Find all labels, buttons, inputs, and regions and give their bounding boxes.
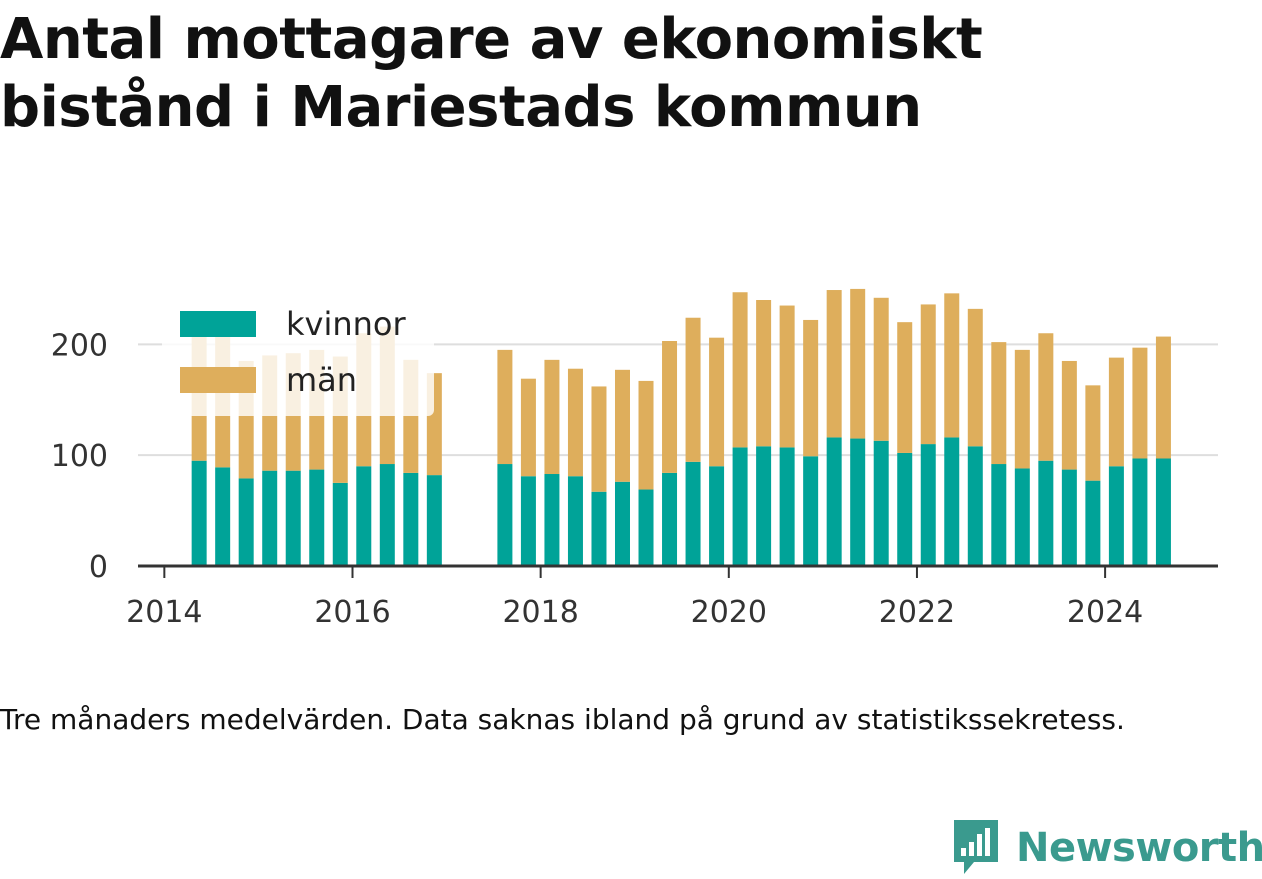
bar-kvinnor: [332, 482, 348, 566]
bar-kvinnor: [356, 466, 372, 566]
bar-kvinnor: [1014, 468, 1030, 566]
x-tick-label: 2020: [691, 595, 767, 630]
bar-kvinnor: [544, 474, 560, 566]
bar-kvinnor: [967, 446, 983, 566]
bar-man: [1014, 349, 1030, 469]
y-tick-label: 0: [89, 550, 108, 585]
bar-kvinnor: [709, 466, 725, 566]
bar-man: [1155, 336, 1171, 459]
bar-kvinnor: [873, 440, 889, 566]
x-tick-label: 2022: [879, 595, 955, 630]
bar-kvinnor: [1038, 460, 1054, 566]
bar-man: [685, 317, 701, 462]
bar-kvinnor: [1061, 469, 1077, 566]
bar-man: [544, 359, 560, 475]
bar-kvinnor: [826, 437, 842, 566]
x-tick-label: 2018: [502, 595, 578, 630]
bar-kvinnor: [779, 447, 795, 566]
bar-kvinnor: [497, 464, 513, 566]
legend: kvinnor män: [162, 300, 434, 416]
bar-man: [567, 368, 583, 477]
chart-title: Antal mottagare av ekonomiskt bistånd i …: [0, 7, 983, 140]
bar-man: [638, 380, 654, 490]
bar-kvinnor: [567, 476, 583, 566]
bar-man: [1085, 385, 1101, 481]
bar-kvinnor: [897, 452, 913, 566]
newsworthy-chart-logo-icon: [954, 820, 998, 874]
legend-swatch: [180, 311, 256, 337]
brand-name: Newsworthy: [1016, 825, 1262, 871]
bar-kvinnor: [944, 437, 960, 566]
bar-kvinnor: [991, 464, 1007, 566]
bar-man: [850, 288, 866, 439]
bar-man: [897, 322, 913, 453]
bar-man: [662, 341, 678, 473]
bar-kvinnor: [262, 470, 278, 566]
bar-kvinnor: [732, 447, 748, 566]
bar-kvinnor: [591, 491, 607, 566]
axes: 0 100 200 2014 2016 2018 2020 2022 2024: [51, 328, 1218, 630]
bar-kvinnor: [309, 469, 325, 566]
legend-swatch: [180, 367, 256, 393]
bar-man: [967, 308, 983, 447]
x-tick-label: 2024: [1067, 595, 1143, 630]
bar-man: [873, 297, 889, 441]
bar-kvinnor: [1155, 458, 1171, 566]
bar-kvinnor: [1085, 480, 1101, 566]
stacked-bar-chart: kvinnor män 0 100 200 2014 2016 2018 2020 2022 20…: [51, 288, 1218, 630]
bar-man: [1108, 357, 1124, 467]
bar-man: [591, 386, 607, 492]
bar-kvinnor: [638, 489, 654, 566]
bar-man: [944, 293, 960, 438]
y-tick-label: 100: [51, 439, 108, 474]
bar-kvinnor: [685, 461, 701, 566]
bar-man: [779, 305, 795, 448]
legend-label: kvinnor: [286, 305, 407, 343]
bar-kvinnor: [662, 472, 678, 566]
bar-kvinnor: [285, 470, 301, 566]
bar-man: [826, 290, 842, 438]
bar-man: [497, 349, 513, 465]
bar-kvinnor: [756, 446, 772, 566]
bar-man: [1038, 333, 1054, 461]
chart-caption: Tre månaders medelvärden. Data saknas ib…: [0, 703, 1125, 736]
x-tick-label: 2016: [314, 595, 390, 630]
bar-kvinnor: [1108, 466, 1124, 566]
bar-kvinnor: [238, 478, 254, 566]
bar-man: [1061, 360, 1077, 470]
legend-label: män: [286, 361, 357, 399]
bar-kvinnor: [850, 438, 866, 566]
x-tick-label: 2014: [126, 595, 202, 630]
bar-kvinnor: [379, 464, 395, 566]
bar-kvinnor: [803, 456, 819, 566]
bars: [191, 288, 1171, 566]
bar-kvinnor: [191, 460, 207, 566]
y-tick-label: 200: [51, 328, 108, 363]
bar-kvinnor: [1132, 458, 1148, 566]
bar-kvinnor: [920, 444, 936, 566]
bar-kvinnor: [215, 467, 231, 566]
bar-kvinnor: [520, 476, 536, 566]
bar-man: [756, 300, 772, 447]
bar-man: [709, 337, 725, 467]
bar-man: [991, 342, 1007, 465]
bar-man: [520, 378, 536, 477]
newsworthy-brand: Newsworthy: [952, 818, 1262, 878]
bar-man: [614, 369, 630, 482]
bar-man: [920, 304, 936, 445]
bar-man: [1132, 347, 1148, 459]
bar-kvinnor: [426, 475, 442, 566]
bar-man: [732, 292, 748, 448]
bar-man: [803, 319, 819, 457]
bar-kvinnor: [614, 481, 630, 566]
bar-kvinnor: [403, 472, 419, 566]
